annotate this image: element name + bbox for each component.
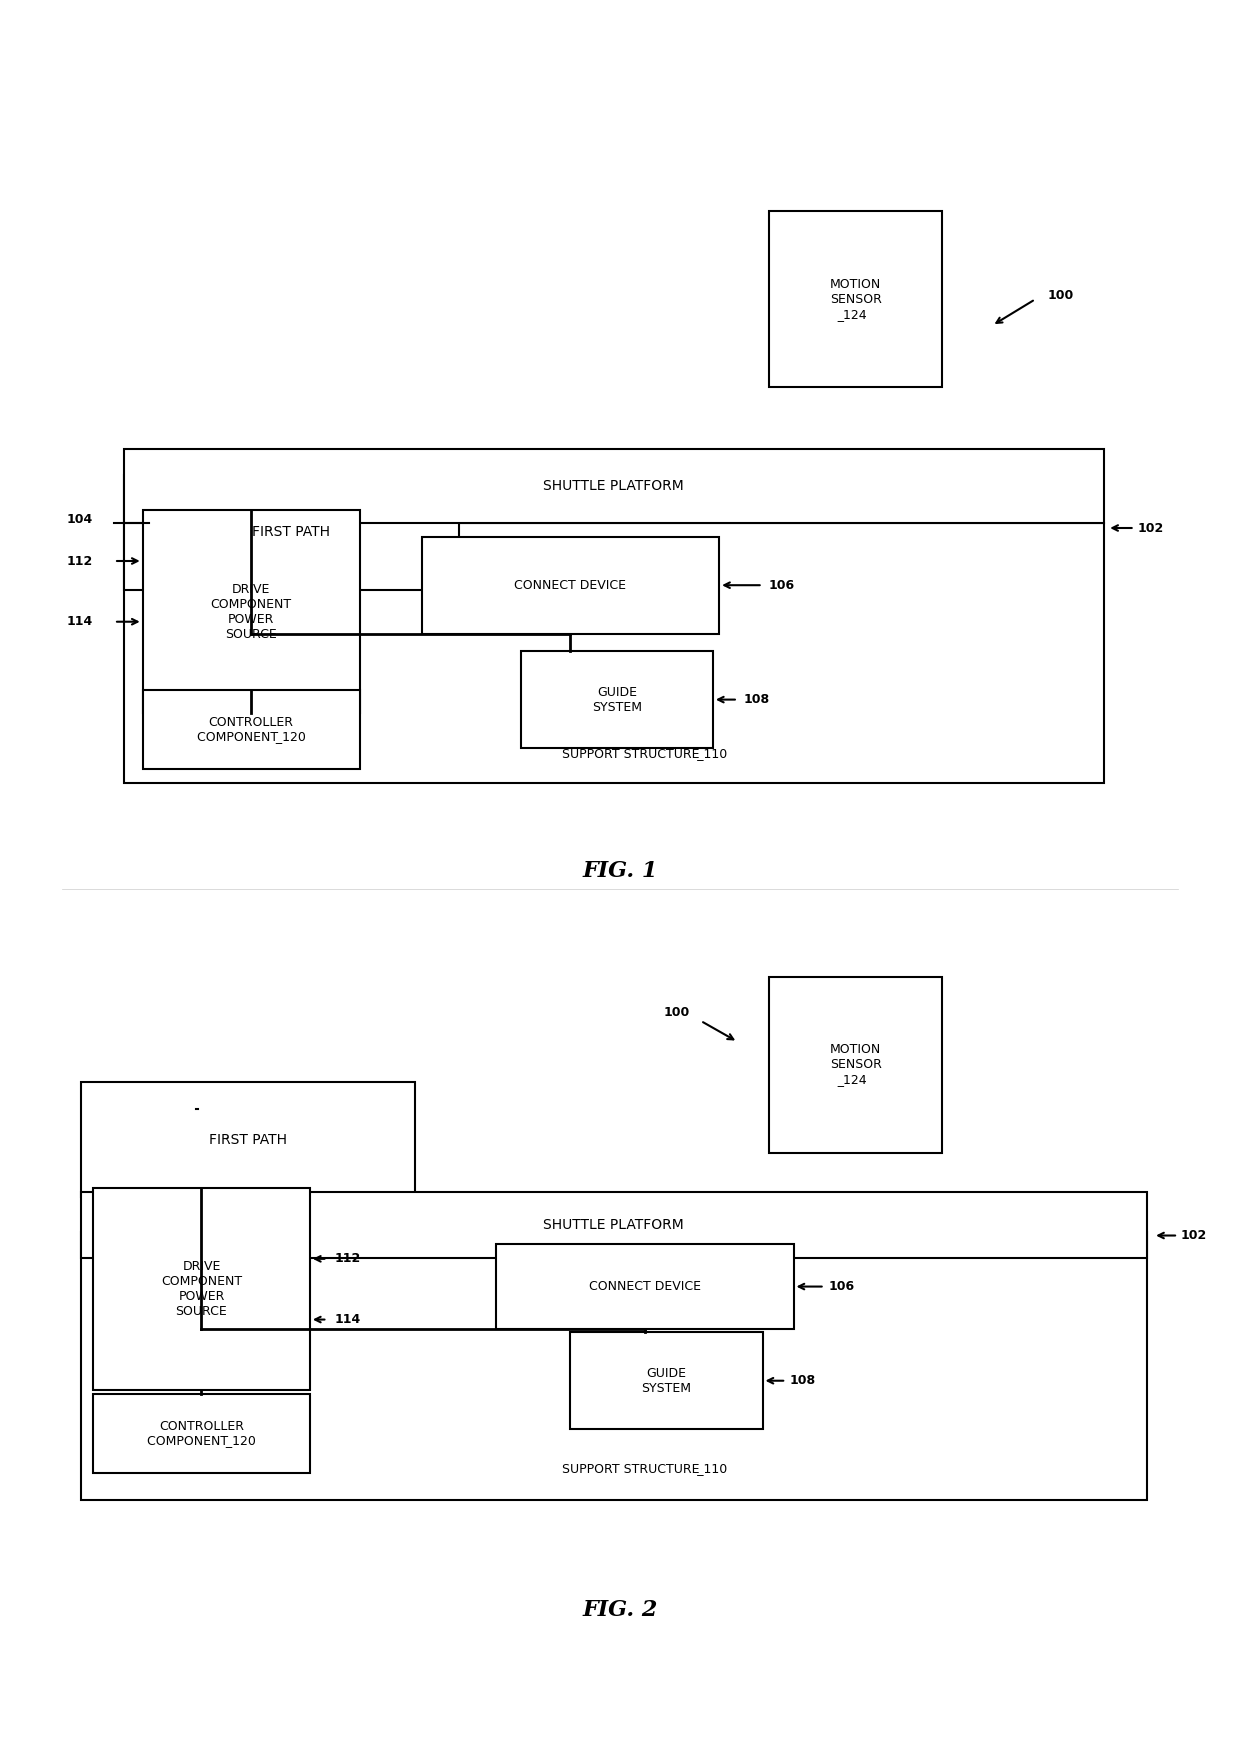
Text: 114: 114 — [335, 1313, 361, 1325]
Text: SUPPORT STRUCTURE ̲110: SUPPORT STRUCTURE ̲110 — [562, 748, 728, 760]
FancyBboxPatch shape — [422, 537, 719, 634]
Text: 108: 108 — [790, 1375, 816, 1387]
Text: 104: 104 — [67, 512, 93, 526]
Text: 108: 108 — [744, 693, 770, 706]
Text: SHUTTLE PLATFORM: SHUTTLE PLATFORM — [543, 479, 684, 493]
Text: GUIDE
SYSTEM: GUIDE SYSTEM — [591, 686, 642, 713]
FancyBboxPatch shape — [769, 211, 942, 387]
Text: DRIVE
COMPONENT
POWER
SOURCE: DRIVE COMPONENT POWER SOURCE — [211, 583, 291, 641]
Text: 104: 104 — [154, 1107, 180, 1121]
Text: FIRST PATH: FIRST PATH — [210, 1133, 286, 1146]
FancyBboxPatch shape — [93, 1188, 310, 1390]
Text: FIRST PATH: FIRST PATH — [253, 526, 330, 539]
Text: SUPPORT STRUCTURE ̲110: SUPPORT STRUCTURE ̲110 — [562, 1463, 728, 1475]
FancyBboxPatch shape — [124, 475, 459, 590]
Text: 112: 112 — [335, 1253, 361, 1265]
FancyBboxPatch shape — [570, 1332, 763, 1429]
Text: SHUTTLE PLATFORM: SHUTTLE PLATFORM — [543, 1218, 684, 1232]
FancyBboxPatch shape — [769, 977, 942, 1153]
Text: FIG. 2: FIG. 2 — [583, 1600, 657, 1621]
FancyBboxPatch shape — [496, 1244, 794, 1329]
Text: CONNECT DEVICE: CONNECT DEVICE — [589, 1280, 701, 1294]
Text: 112: 112 — [67, 554, 93, 567]
FancyBboxPatch shape — [81, 1192, 1147, 1258]
Text: DRIVE
COMPONENT
POWER
SOURCE: DRIVE COMPONENT POWER SOURCE — [161, 1260, 242, 1318]
Text: 106: 106 — [769, 579, 795, 591]
Text: MOTION
SENSOR
̲124: MOTION SENSOR ̲124 — [830, 1044, 882, 1086]
Text: CONTROLLER
COMPONENT ̲120: CONTROLLER COMPONENT ̲120 — [197, 716, 305, 743]
FancyBboxPatch shape — [124, 449, 1104, 523]
Text: FIG. 1: FIG. 1 — [583, 861, 657, 882]
Text: 100: 100 — [1048, 289, 1074, 303]
Text: 106: 106 — [828, 1280, 854, 1294]
Text: 102: 102 — [1137, 521, 1163, 535]
Text: 100: 100 — [663, 1005, 689, 1019]
FancyBboxPatch shape — [81, 1082, 415, 1197]
FancyBboxPatch shape — [143, 510, 360, 713]
FancyBboxPatch shape — [521, 651, 713, 748]
Text: GUIDE
SYSTEM: GUIDE SYSTEM — [641, 1368, 692, 1394]
FancyBboxPatch shape — [93, 1394, 310, 1473]
FancyBboxPatch shape — [143, 690, 360, 769]
Text: CONNECT DEVICE: CONNECT DEVICE — [515, 579, 626, 591]
Text: MOTION
SENSOR
̲124: MOTION SENSOR ̲124 — [830, 278, 882, 320]
Text: CONTROLLER
COMPONENT ̲120: CONTROLLER COMPONENT ̲120 — [148, 1420, 255, 1447]
Text: 114: 114 — [67, 616, 93, 628]
Text: 102: 102 — [1180, 1228, 1207, 1243]
